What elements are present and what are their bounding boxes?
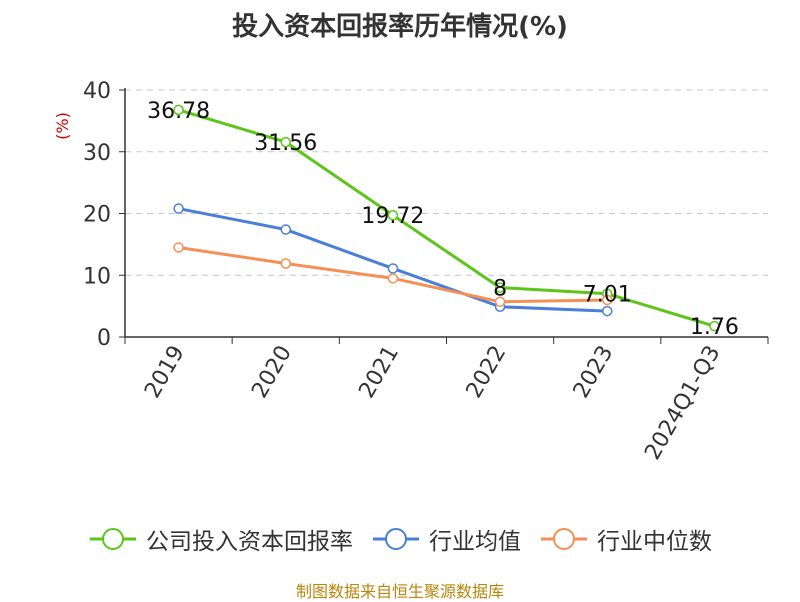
data-label: 31.56 (254, 131, 317, 156)
data-point (280, 258, 291, 269)
data-point (387, 263, 399, 274)
legend-circle (385, 528, 407, 550)
data-point (280, 224, 291, 235)
x-tick-label: 2019 (140, 342, 190, 403)
data-point (494, 282, 506, 293)
legend: 公司投入资本回报率 行业均值 行业中位数 (0, 522, 800, 556)
data-label: 7.01 (583, 283, 632, 308)
x-tick-label: 2023 (569, 342, 619, 403)
data-point (173, 242, 184, 253)
x-tick-label: 2022 (462, 342, 512, 403)
legend-item[interactable]: 公司投入资本回报率 (88, 522, 353, 556)
legend-circle (102, 528, 124, 550)
series-line-0 (178, 108, 715, 328)
y-tick-label: 40 (83, 79, 111, 104)
data-point (280, 136, 291, 148)
data-label: 8 (493, 277, 507, 302)
line-chart: 0 10 20 30 40 (%) 2019 2020 2021 2022 2023 2024Q1-Q… (53, 79, 769, 465)
data-label: 19.72 (361, 204, 424, 229)
y-tick-label: 0 (97, 326, 111, 351)
source-note: 制图数据来自恒生聚源数据库 (295, 582, 504, 601)
data-point (173, 203, 184, 214)
legend-item[interactable]: 行业中位数 (539, 522, 712, 556)
legend-marker-icon (541, 528, 587, 550)
data-point (494, 296, 506, 308)
y-axis-label: (%) (53, 112, 72, 140)
legend-marker-icon (90, 528, 136, 550)
x-tick-label: 2024Q1-Q3 (640, 342, 725, 465)
legend-label: 行业均值 (429, 529, 521, 555)
chart-title: 投入资本回报率历年情况(%) (232, 12, 568, 42)
data-point (387, 273, 399, 284)
legend-item[interactable]: 行业均值 (371, 522, 521, 556)
legend-circle (553, 528, 575, 550)
x-tick-label: 2020 (247, 342, 297, 403)
legend-label: 公司投入资本回报率 (146, 529, 353, 555)
y-tick-label: 20 (83, 203, 111, 228)
x-tick-label: 2021 (354, 342, 404, 403)
legend-marker-icon (373, 528, 419, 550)
data-label: 1.76 (690, 315, 739, 340)
data-point (387, 209, 399, 221)
data-label: 36.78 (147, 99, 210, 124)
y-tick-label: 10 (83, 264, 111, 289)
data-point (602, 294, 613, 306)
data-point (709, 320, 720, 332)
data-point (602, 305, 613, 317)
y-tick-label: 30 (83, 141, 111, 166)
legend-label: 行业中位数 (597, 529, 712, 555)
data-point (173, 104, 184, 116)
